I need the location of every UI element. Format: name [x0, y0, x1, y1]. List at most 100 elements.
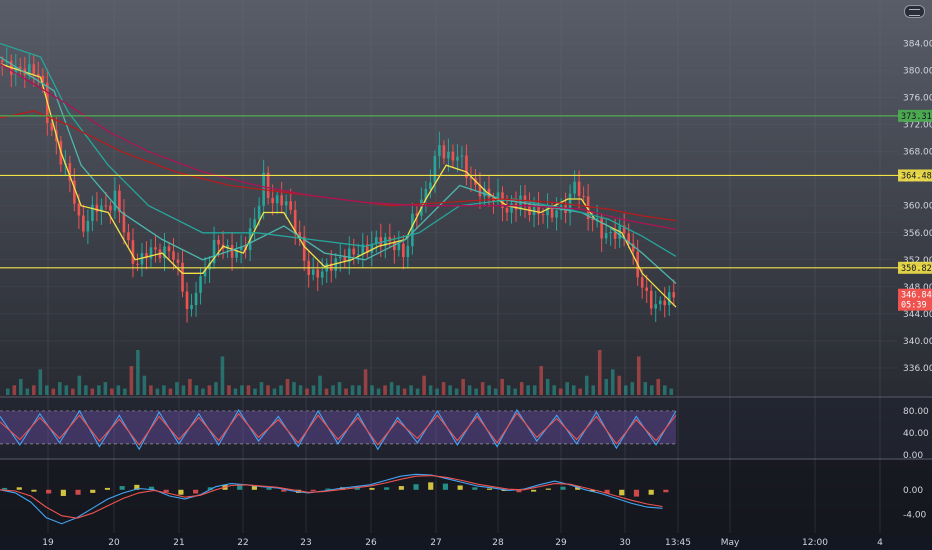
volume-bar — [571, 385, 576, 395]
volume-bar — [539, 366, 543, 395]
volume-bar — [662, 385, 667, 395]
volume-bar — [591, 385, 596, 395]
macd-histogram-bar — [486, 488, 493, 490]
price-level-badge — [898, 261, 932, 274]
price-level-label: 350.82 — [901, 264, 932, 274]
volume-bar — [519, 382, 524, 395]
volume-bar — [337, 382, 342, 395]
macd-histogram-bar — [134, 484, 140, 490]
volume-bar — [623, 385, 628, 395]
price-axis-tick-label: 372.00 — [903, 121, 932, 131]
volume-bar — [246, 385, 251, 395]
candle-body — [190, 305, 193, 310]
candle-body — [320, 271, 324, 278]
candle-body — [239, 246, 243, 251]
volume-bar — [272, 388, 277, 395]
candle-body — [289, 201, 292, 210]
candle-body — [550, 206, 554, 218]
candle-body — [654, 304, 658, 309]
candle-body — [203, 269, 207, 277]
candle-body — [442, 145, 446, 159]
price-axis-tick-label: 384.00 — [903, 40, 932, 50]
macd-histogram-bar — [633, 489, 640, 497]
candle-body — [505, 207, 509, 213]
candle-body — [172, 251, 175, 260]
candle-body — [582, 195, 585, 197]
candle-body — [456, 156, 459, 161]
macd-axis-tick-label: 0.00 — [903, 486, 923, 496]
volume-bar — [448, 385, 452, 395]
candle-body — [586, 196, 590, 220]
candle-body — [86, 220, 90, 232]
price-axis-tick-label: 380.00 — [903, 67, 932, 77]
candle-body — [208, 263, 211, 270]
volume-bar — [474, 388, 478, 395]
volume-bar — [389, 382, 394, 395]
price-axis-tick-label: 340.00 — [903, 337, 932, 347]
macd-histogram-bar — [354, 486, 360, 490]
macd-histogram-bar — [60, 489, 66, 496]
volume-bar — [19, 378, 23, 395]
macd-histogram-bar — [648, 489, 654, 495]
candle-body — [271, 197, 274, 204]
time-axis-tick-label: 26 — [365, 538, 377, 548]
candle-body — [109, 205, 112, 211]
candle-body — [217, 239, 220, 245]
candle-body — [32, 64, 36, 74]
volume-bar — [552, 385, 556, 395]
candle-body — [253, 219, 256, 229]
settings-icon — [909, 9, 920, 16]
candle-body — [411, 213, 414, 247]
macd-histogram-bar — [237, 484, 243, 490]
candle-body — [370, 243, 374, 253]
candle-body — [0, 60, 4, 63]
volume-bar — [513, 388, 517, 395]
candle-body — [136, 263, 139, 265]
candle-body — [393, 241, 396, 251]
candle-body — [329, 263, 333, 271]
volume-bar — [194, 385, 199, 395]
macd-histogram-bar — [516, 489, 522, 493]
candle-body — [235, 250, 238, 258]
time-axis-tick-label: 12:00 — [802, 538, 828, 548]
candle-body — [496, 192, 500, 201]
candle-body — [154, 247, 157, 250]
time-axis-tick-label: 22 — [237, 538, 248, 548]
volume-bar — [97, 385, 101, 395]
candle-body — [402, 243, 405, 258]
macd-histogram-bar — [207, 487, 213, 490]
candle-body — [212, 239, 216, 264]
candle-body — [27, 64, 31, 75]
volume-bar — [110, 388, 114, 395]
macd-histogram-bar — [398, 486, 404, 490]
volume-bar — [142, 375, 147, 395]
macd-pane-bg — [0, 460, 932, 535]
candle-body — [298, 231, 301, 237]
volume-bar — [318, 375, 322, 395]
candle-body — [546, 206, 549, 216]
moving-average-line — [0, 42, 677, 257]
volume-bar — [214, 382, 218, 395]
volume-bar — [363, 369, 368, 395]
macd-histogram-bar — [560, 486, 566, 490]
price-axis-tick-label: 352.00 — [903, 256, 932, 266]
candle-body — [311, 269, 315, 275]
moving-average-line — [0, 63, 677, 231]
candle-body — [465, 155, 468, 178]
macd-histogram-bar — [619, 489, 625, 496]
macd-histogram-bar — [589, 489, 595, 492]
candle-body — [18, 66, 22, 69]
volume-bar — [188, 378, 192, 395]
volume-bar — [38, 369, 43, 395]
volume-bar — [636, 356, 641, 395]
candle-body — [181, 262, 184, 292]
volume-bar — [409, 385, 413, 395]
time-axis-tick-label: 19 — [42, 538, 54, 548]
candle-body — [532, 205, 536, 216]
chart-settings-button[interactable] — [904, 5, 925, 18]
oscillator-band — [0, 410, 676, 444]
macd-line — [0, 475, 663, 519]
macd-histogram-bar — [545, 488, 551, 490]
